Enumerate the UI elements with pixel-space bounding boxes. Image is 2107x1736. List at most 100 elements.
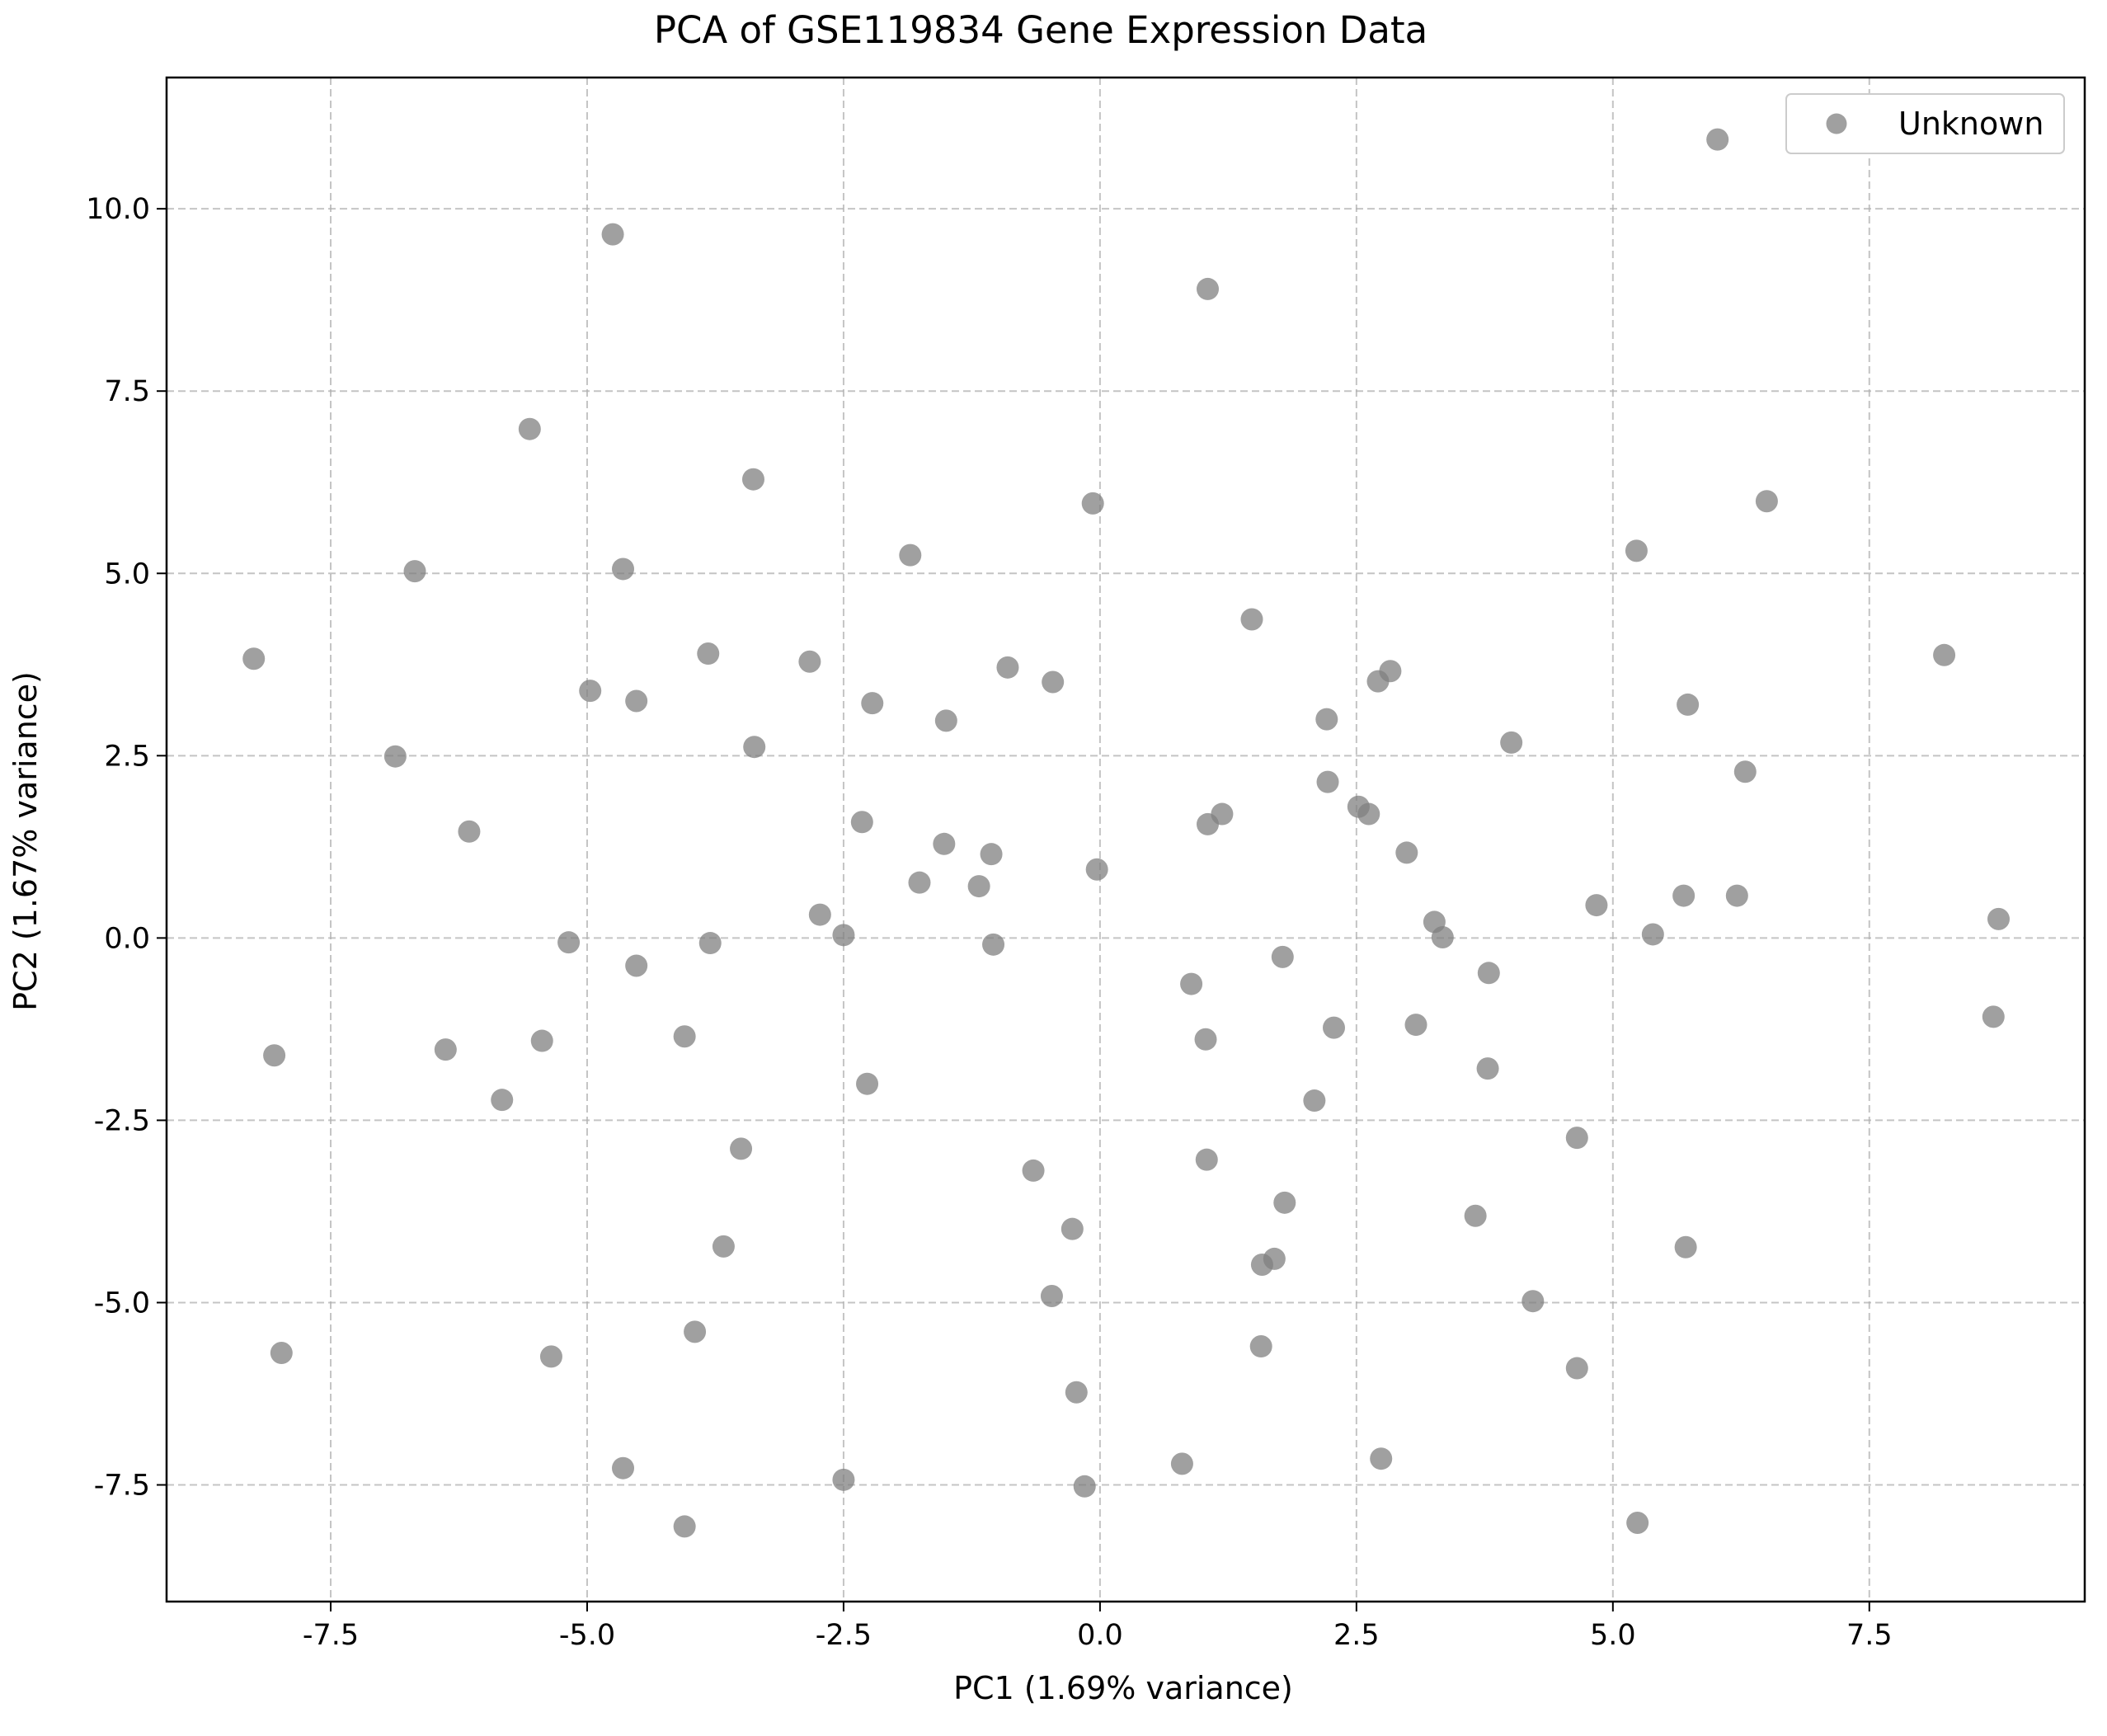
data-point	[1197, 277, 1220, 300]
data-point	[1061, 1217, 1084, 1240]
data-point	[673, 1025, 696, 1048]
data-point	[530, 1029, 553, 1052]
x-tick-label: 7.5	[1846, 1619, 1893, 1652]
data-point	[539, 1345, 562, 1368]
data-point	[1431, 925, 1454, 948]
data-point	[1195, 1148, 1218, 1171]
data-point	[263, 1044, 286, 1067]
data-point	[1477, 962, 1500, 985]
data-point	[1404, 1014, 1427, 1037]
data-point	[1585, 894, 1608, 917]
data-point	[1625, 539, 1648, 562]
data-point	[625, 689, 648, 713]
data-point	[1180, 972, 1203, 995]
data-point	[601, 223, 624, 246]
data-point	[1987, 907, 2011, 930]
data-point	[1316, 770, 1339, 793]
data-point	[1476, 1057, 1499, 1080]
data-point	[1194, 1028, 1217, 1051]
y-tick-label: 5.0	[104, 557, 150, 590]
data-point	[832, 1468, 855, 1491]
data-point	[1677, 693, 1700, 716]
data-point	[712, 1235, 735, 1258]
data-point	[1040, 1285, 1063, 1308]
data-point	[1565, 1357, 1588, 1380]
data-point	[1085, 858, 1108, 881]
data-point	[808, 903, 831, 926]
data-point	[908, 871, 931, 894]
data-point	[1626, 1512, 1649, 1535]
data-point	[741, 468, 764, 491]
data-point	[1672, 884, 1695, 907]
data-point	[673, 1515, 696, 1538]
data-points	[242, 128, 2011, 1538]
data-point	[1081, 492, 1104, 515]
data-point	[1641, 923, 1664, 946]
x-tick-label: -5.0	[559, 1619, 615, 1652]
data-point	[1170, 1452, 1193, 1475]
grid-lines	[167, 78, 2085, 1602]
data-point	[899, 543, 922, 567]
data-point	[270, 1341, 293, 1364]
data-point	[1240, 608, 1263, 631]
data-point	[1022, 1159, 1045, 1182]
chart-title: PCA of GSE119834 Gene Expression Data	[654, 8, 1427, 52]
data-point	[1315, 708, 1338, 731]
y-tick-label: -5.0	[94, 1287, 150, 1320]
data-point	[1395, 841, 1418, 864]
data-point	[1303, 1089, 1326, 1113]
data-point	[612, 557, 635, 581]
data-point	[557, 931, 581, 954]
legend-frame	[1785, 93, 2065, 154]
legend-entry-label: Unknown	[1898, 106, 2044, 142]
data-point	[491, 1089, 514, 1112]
data-point	[434, 1038, 457, 1061]
data-point	[1271, 945, 1294, 968]
data-point	[743, 736, 766, 759]
data-point	[861, 692, 884, 715]
data-point	[1733, 760, 1757, 783]
data-point	[967, 875, 990, 898]
data-point	[1755, 490, 1778, 513]
data-point	[1042, 670, 1065, 694]
x-tick-label: -7.5	[303, 1619, 359, 1652]
data-point	[832, 924, 855, 947]
data-point	[612, 1456, 635, 1480]
data-point	[697, 642, 720, 666]
y-axis-label: PC2 (1.67% variance)	[7, 671, 44, 1011]
data-point	[1500, 731, 1523, 754]
y-tick-label: 0.0	[104, 922, 150, 955]
data-point	[798, 650, 821, 673]
y-tick-label: 10.0	[86, 193, 150, 226]
data-point	[1565, 1127, 1588, 1150]
data-point	[982, 933, 1005, 956]
data-point	[625, 954, 648, 977]
x-tick-label: -2.5	[816, 1619, 872, 1652]
data-point	[1065, 1381, 1088, 1404]
data-point	[684, 1320, 707, 1343]
data-point	[933, 832, 956, 855]
data-point	[1211, 802, 1234, 826]
data-point	[1933, 643, 1956, 666]
data-point	[934, 709, 957, 732]
legend: Unknown	[1785, 93, 2065, 154]
data-point	[996, 656, 1019, 679]
data-point	[1521, 1290, 1545, 1313]
x-tick-label: 0.0	[1077, 1619, 1123, 1652]
x-tick-label: 2.5	[1333, 1619, 1380, 1652]
x-tick-label: 5.0	[1590, 1619, 1636, 1652]
data-point	[1263, 1247, 1286, 1270]
data-point	[1706, 128, 1729, 151]
plot-area-frame	[165, 76, 2086, 1603]
data-point	[242, 647, 266, 670]
data-point	[1249, 1335, 1272, 1358]
legend-marker	[1826, 113, 1847, 134]
data-point	[1357, 802, 1380, 826]
x-axis-ticks: -7.5 -5.0 -2.5 0.0 2.5 5.0 7.5	[303, 1602, 1893, 1652]
data-point	[383, 745, 407, 768]
data-point	[1273, 1191, 1296, 1214]
data-point	[1323, 1016, 1346, 1039]
data-point	[1464, 1204, 1487, 1227]
